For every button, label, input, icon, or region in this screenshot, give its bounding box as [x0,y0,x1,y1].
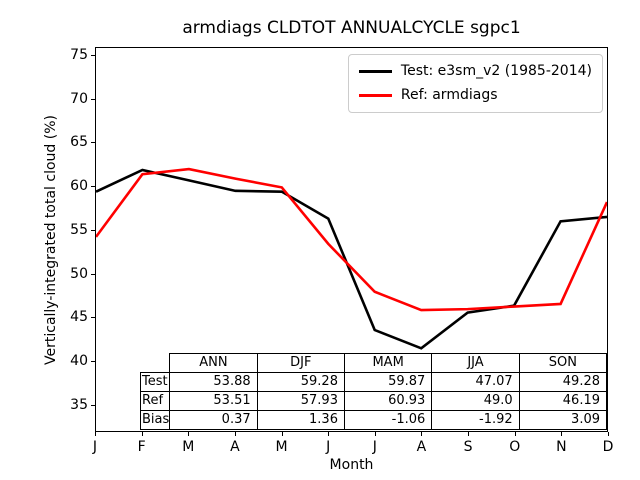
y-tick-mark [91,142,95,144]
table-cell: -1.06 [343,410,433,430]
x-axis-label: Month [329,457,374,473]
y-tick-label: 40 [70,353,88,370]
legend-entry: Test: e3sm_v2 (1985-2014) [358,63,592,80]
table-header-row: ANN DJF MAM JJA SON [141,353,608,373]
table-cell: 59.87 [343,372,433,392]
table-header-cell: SON [518,353,608,373]
table-row: Bias 0.37 1.36 -1.06 -1.92 3.09 [139,410,608,430]
y-tick-mark [91,361,95,363]
table-cell: 53.51 [169,391,258,411]
test-series-line [96,168,607,350]
table-header-cell: JJA [431,353,520,373]
ref-series-line [96,167,607,312]
y-tick-mark [91,404,95,406]
legend: Test: e3sm_v2 (1985-2014) Ref: armdiags [347,54,603,113]
x-tick-mark [234,432,236,436]
plot-area: Test: e3sm_v2 (1985-2014) Ref: armdiags A… [95,47,608,432]
table-cell: 49.28 [518,372,608,392]
x-tick-mark [514,432,516,436]
x-tick-label: A [230,439,240,455]
table-cell: 53.88 [169,372,258,392]
table-cell: -1.92 [431,410,520,430]
table-row: Ref 53.51 57.93 60.93 49.0 46.19 [139,391,608,411]
table-row: Test 53.88 59.28 59.87 47.07 49.28 [139,372,608,392]
x-tick-label: O [509,439,521,455]
x-tick-mark [468,432,470,436]
x-tick-label: J [92,439,98,455]
table-cell: 60.93 [343,391,433,411]
y-tick-mark [91,54,95,56]
table-cell: 49.0 [431,391,520,411]
y-tick-label: 45 [70,309,88,326]
x-tick-mark [95,432,96,436]
x-tick-label: D [602,439,614,455]
table-cell: 57.93 [256,391,345,411]
y-tick-mark [91,98,95,100]
x-tick-label: M [182,439,195,455]
table-row-label: Bias [139,410,171,430]
y-tick-label: 65 [70,134,88,151]
table-cell: 0.37 [169,410,258,430]
table-row-label: Test [139,372,171,392]
legend-label: Test: e3sm_v2 (1985-2014) [400,63,592,79]
y-axis-label: Vertically-integrated total cloud (%) [43,115,59,365]
x-tick-mark [561,432,563,436]
table-header-cell: MAM [343,353,433,373]
x-tick-mark [374,432,376,436]
y-tick-label: 60 [70,178,88,195]
x-tick-mark [281,432,283,436]
chart-title: armdiags CLDTOT ANNUALCYCLE sgpc1 [182,18,521,38]
x-tick-mark [421,432,423,436]
x-tick-label: F [137,439,146,455]
table-cell: 46.19 [518,391,608,411]
legend-label: Ref: armdiags [400,87,498,103]
x-tick-label: N [556,439,567,455]
table-cell: 47.07 [431,372,520,392]
y-tick-label: 50 [70,265,88,282]
x-tick-mark [328,432,330,436]
y-tick-label: 35 [70,396,88,413]
y-tick-mark [91,186,95,188]
x-tick-label: M [275,439,288,455]
table-cell: 3.09 [518,410,608,430]
legend-line-swatch [358,94,392,97]
x-tick-mark [608,432,609,436]
x-tick-mark [188,432,190,436]
x-tick-label: S [463,439,473,455]
y-tick-mark [91,229,95,231]
table-row-label: Ref [139,391,171,411]
y-tick-mark [91,317,95,319]
table-cell: 1.36 [256,410,345,430]
legend-entry: Ref: armdiags [358,87,592,104]
stats-table: ANN DJF MAM JJA SON Test 53.88 59.28 59.87 47.07 4… [139,353,608,430]
x-tick-label: J [326,439,331,455]
table-header-cell: ANN [169,353,258,373]
y-tick-label: 70 [70,90,88,107]
x-tick-label: J [372,439,377,455]
table-corner-cell [141,354,170,373]
plot-lines [96,167,607,350]
x-tick-label: A [416,439,427,455]
legend-line-swatch [358,70,392,73]
table-header-cell: DJF [256,353,345,373]
y-tick-mark [91,273,95,275]
y-tick-label: 75 [70,46,88,63]
table-cell: 59.28 [256,372,345,392]
y-tick-label: 55 [70,221,88,238]
x-tick-mark [141,432,143,436]
